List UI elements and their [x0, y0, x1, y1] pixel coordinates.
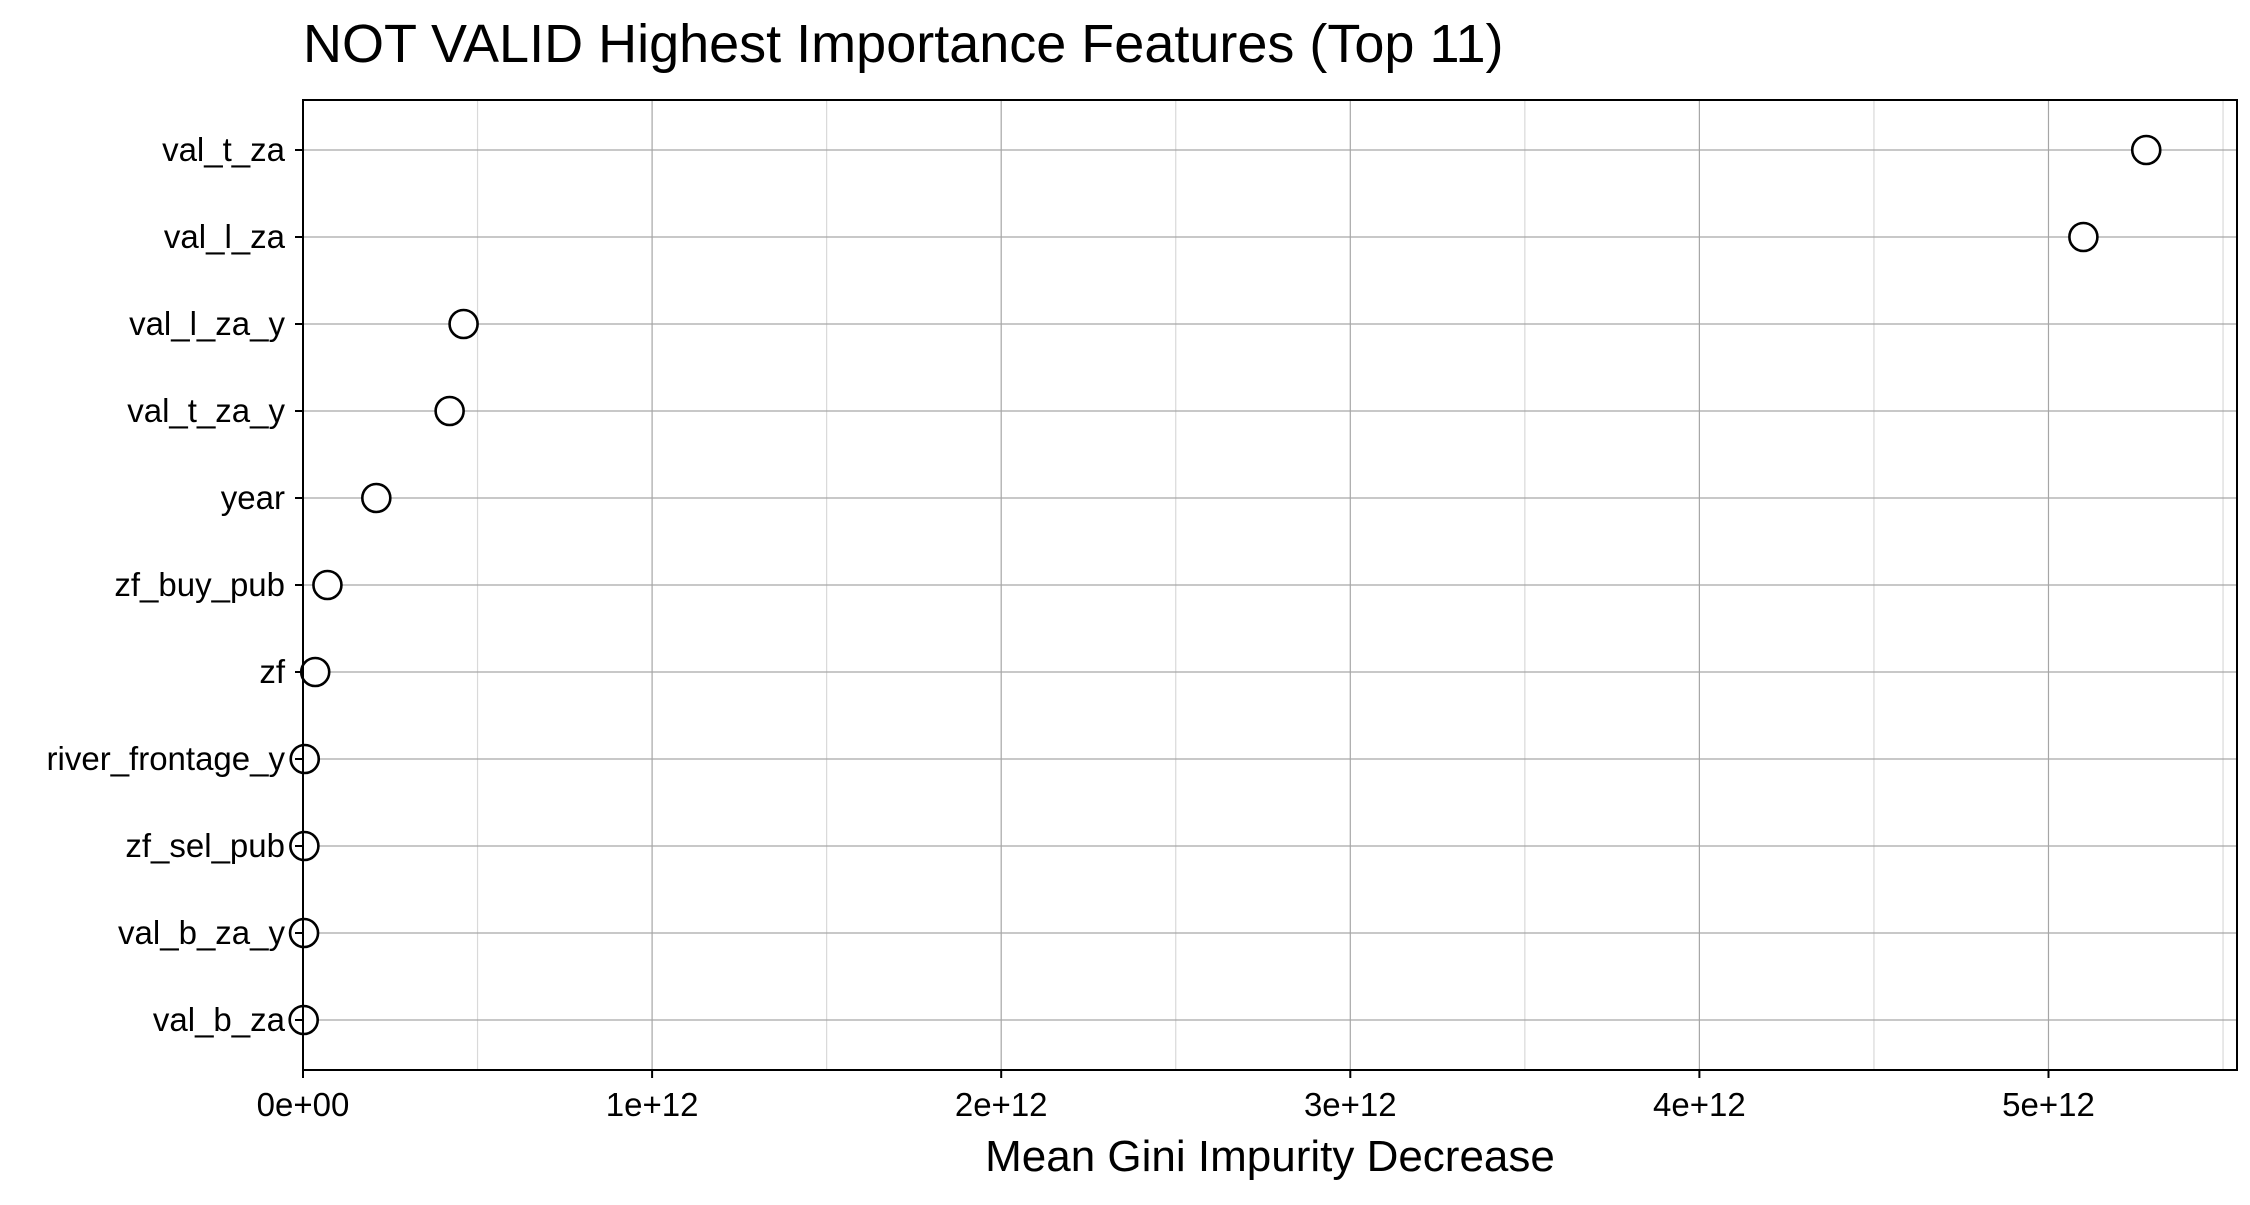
- x-tick-label: 5e+12: [2002, 1086, 2095, 1123]
- data-point: [2068, 221, 2099, 253]
- y-axis: val_t_za val_l_za val_l_za_y val_t_za_yyear…: [47, 131, 303, 1038]
- category-label: val_l_za_y: [129, 305, 285, 342]
- marks-layer: [288, 134, 2162, 1036]
- category-label: val_t_za: [162, 131, 286, 168]
- category-label: val_l_za: [164, 218, 286, 255]
- data-point: [2130, 134, 2162, 166]
- data-point: [289, 830, 320, 862]
- x-axis: 0e+00 1e+12 2e+12 3e+12 4e+12 5e+12: [257, 1070, 2095, 1123]
- data-point: [312, 569, 343, 601]
- category-label: zf_buy_pub: [114, 566, 285, 603]
- data-point: [289, 743, 321, 775]
- x-tick-label: 3e+12: [1304, 1086, 1397, 1123]
- x-tick-label: 1e+12: [606, 1086, 699, 1123]
- x-tick-label: 4e+12: [1653, 1086, 1746, 1123]
- data-point: [434, 395, 465, 427]
- data-point: [448, 308, 479, 340]
- data-point: [299, 656, 331, 688]
- grid-layer: [302, 100, 2237, 1070]
- category-label: zf_sel_pub: [125, 827, 285, 864]
- category-label: zf: [259, 653, 286, 690]
- data-point: [288, 917, 320, 949]
- data-point: [361, 482, 392, 514]
- chart-title: NOT VALID Highest Importance Features (T…: [303, 14, 1504, 74]
- x-tick-label: 2e+12: [955, 1086, 1048, 1123]
- x-axis-label: Mean Gini Impurity Decrease: [985, 1132, 1555, 1181]
- category-label: val_b_za_y: [118, 914, 285, 951]
- x-tick-label: 0e+00: [257, 1086, 350, 1123]
- category-label: year: [221, 479, 285, 516]
- category-label: val_t_za_y: [127, 392, 285, 429]
- category-label: river_frontage_y: [47, 740, 286, 777]
- category-label: val_b_za: [153, 1001, 286, 1038]
